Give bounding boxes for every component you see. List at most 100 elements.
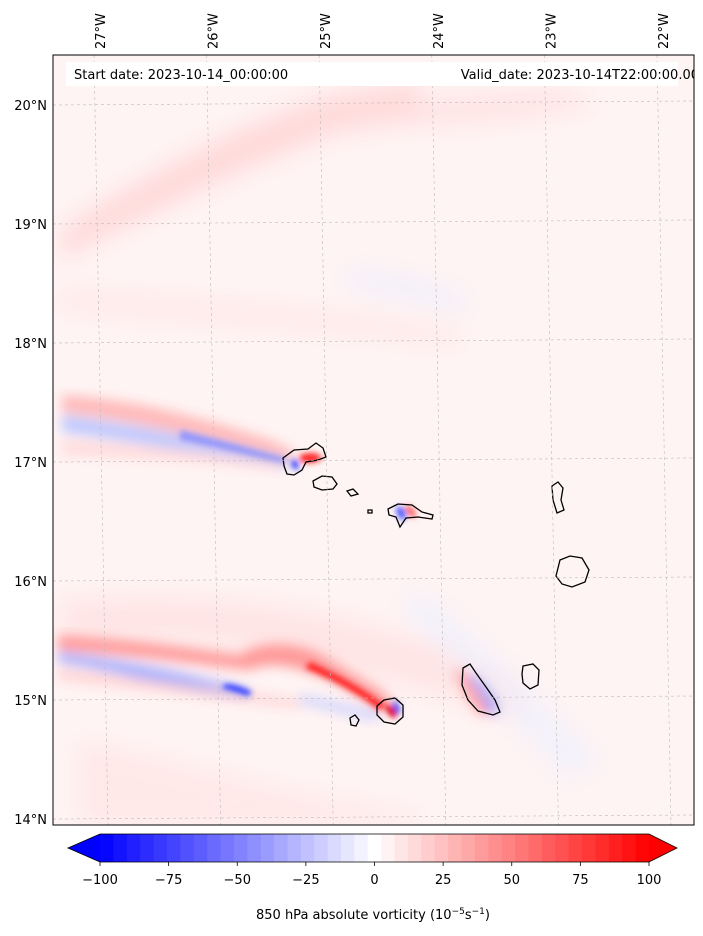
colorbar-cell bbox=[367, 834, 382, 862]
colorbar-cell bbox=[220, 834, 235, 862]
colorbar-title: 850 hPa absolute vorticity (10−5s−1) bbox=[256, 907, 490, 923]
colorbar-cells bbox=[100, 834, 650, 862]
colorbar-tick-label: 100 bbox=[637, 873, 662, 888]
colorbar-cell bbox=[180, 834, 195, 862]
colorbar-tick-label: 50 bbox=[503, 873, 520, 888]
colorbar-cell bbox=[608, 834, 623, 862]
colorbar-cell bbox=[100, 834, 114, 862]
colorbar-cell bbox=[327, 834, 342, 862]
gridlines bbox=[53, 55, 694, 825]
colorbar-cell bbox=[434, 834, 449, 862]
lat-gridline bbox=[53, 219, 694, 225]
lat-gridline bbox=[53, 695, 694, 701]
colorbar-cell bbox=[300, 834, 315, 862]
colorbar-cell bbox=[166, 834, 181, 862]
map-frame bbox=[52, 54, 695, 826]
colorbar-cell bbox=[488, 834, 503, 862]
colorbar-cell bbox=[193, 834, 208, 862]
colorbar-tick-label: −75 bbox=[155, 873, 182, 888]
colorbar-tick-label: −50 bbox=[224, 873, 251, 888]
colorbar-cell bbox=[474, 834, 489, 862]
colorbar-cell bbox=[381, 834, 396, 862]
lon-gridline bbox=[431, 55, 447, 825]
colorbar-ticks: −100 −75 −50 −25 0 25 50 75 100 bbox=[82, 862, 661, 888]
date-annotation-box bbox=[66, 62, 678, 86]
lon-gridline bbox=[318, 55, 334, 825]
latitude-tick-labels: 20°N 19°N 18°N 17°N 16°N 15°N 14°N bbox=[14, 99, 47, 828]
colorbar-cell bbox=[541, 834, 556, 862]
island-brava bbox=[349, 714, 360, 727]
lon-gridline bbox=[206, 55, 221, 825]
colorbar-cell bbox=[394, 834, 409, 862]
lon-tick-label: 27°W bbox=[94, 13, 109, 49]
lon-tick-label: 22°W bbox=[657, 13, 672, 49]
lon-tick-label: 25°W bbox=[319, 13, 334, 49]
colorbar-cell bbox=[582, 834, 597, 862]
lat-gridline bbox=[53, 576, 694, 582]
colorbar-cell bbox=[635, 834, 650, 862]
colorbar-cell bbox=[287, 834, 302, 862]
lat-tick-label: 18°N bbox=[14, 337, 47, 352]
colorbar-cell bbox=[207, 834, 222, 862]
colorbar-cell bbox=[247, 834, 262, 862]
colorbar-cell bbox=[622, 834, 637, 862]
lat-gridline bbox=[53, 814, 694, 820]
lon-tick-label: 26°W bbox=[207, 13, 222, 49]
colorbar-cell bbox=[233, 834, 248, 862]
lat-tick-label: 14°N bbox=[14, 813, 47, 828]
lat-gridline bbox=[53, 457, 694, 463]
colorbar-tick-label: −25 bbox=[292, 873, 319, 888]
lat-tick-label: 17°N bbox=[14, 456, 47, 471]
island-santo-antao bbox=[282, 442, 327, 476]
colorbar-cell bbox=[274, 834, 289, 862]
lat-gridline bbox=[53, 338, 694, 344]
colorbar-cell bbox=[461, 834, 476, 862]
colorbar-cell bbox=[568, 834, 583, 862]
colorbar-extend-max bbox=[649, 834, 677, 862]
vorticity-field bbox=[60, 80, 600, 825]
valid-date-label: Valid_date: 2023-10-14T22:00:00.00 bbox=[461, 68, 699, 83]
lon-gridline bbox=[544, 55, 559, 825]
island-branco bbox=[367, 509, 373, 514]
island-sao-nicolau bbox=[387, 503, 434, 529]
lat-gridline bbox=[53, 100, 694, 106]
colorbar-cell bbox=[501, 834, 516, 862]
colorbar-tick-label: 75 bbox=[572, 873, 589, 888]
lon-tick-label: 23°W bbox=[544, 13, 559, 49]
colorbar-tick-label: 25 bbox=[435, 873, 452, 888]
colorbar-cell bbox=[448, 834, 463, 862]
lon-tick-label: 24°W bbox=[432, 13, 447, 49]
colorbar-cell bbox=[260, 834, 275, 862]
lon-gridline bbox=[656, 55, 672, 825]
island-fogo bbox=[376, 697, 404, 725]
lon-gridline bbox=[93, 55, 109, 825]
colorbar-cell bbox=[113, 834, 128, 862]
colorbar-cell bbox=[555, 834, 570, 862]
colorbar-cell bbox=[341, 834, 356, 862]
colorbar-cell bbox=[354, 834, 369, 862]
colorbar-cell bbox=[407, 834, 422, 862]
colorbar-tick-label: 0 bbox=[370, 873, 378, 888]
start-date-label: Start date: 2023-10-14_00:00:00 bbox=[74, 68, 288, 83]
coastlines bbox=[282, 442, 590, 727]
colorbar-cell bbox=[595, 834, 610, 862]
island-maio bbox=[521, 663, 540, 690]
colorbar-cell bbox=[528, 834, 543, 862]
colorbar-tick-label: −100 bbox=[82, 873, 118, 888]
colorbar-cell bbox=[421, 834, 436, 862]
colorbar-cell bbox=[126, 834, 141, 862]
lat-tick-label: 16°N bbox=[14, 575, 47, 590]
lat-tick-label: 20°N bbox=[14, 99, 47, 114]
island-boa-vista bbox=[555, 555, 590, 588]
island-sal bbox=[551, 481, 565, 514]
colorbar-cell bbox=[314, 834, 329, 862]
map-panel: Start date: 2023-10-14_00:00:00 Valid_da… bbox=[53, 55, 699, 825]
colorbar-cell bbox=[140, 834, 155, 862]
colorbar-extend-min bbox=[68, 834, 100, 862]
island-sao-vicente bbox=[312, 475, 338, 491]
colorbar: −100 −75 −50 −25 0 25 50 75 100 850 hPa absolute… bbox=[67, 833, 678, 923]
island-santiago bbox=[461, 663, 501, 716]
colorbar-cell bbox=[153, 834, 168, 862]
island-santa-luzia bbox=[345, 488, 360, 497]
